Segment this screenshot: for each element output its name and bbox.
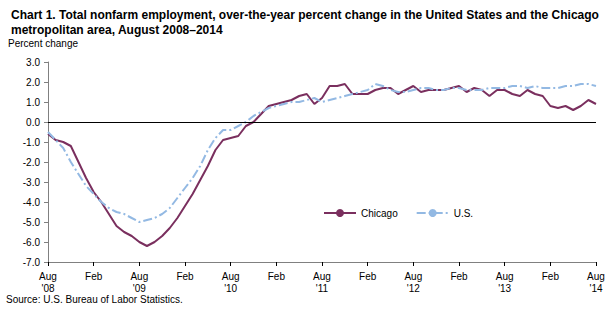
- svg-text:-4.0: -4.0: [23, 197, 41, 208]
- svg-text:Feb: Feb: [450, 271, 468, 282]
- svg-text:Feb: Feb: [176, 271, 194, 282]
- svg-text:-2.0: -2.0: [23, 157, 41, 168]
- svg-text:-6.0: -6.0: [23, 237, 41, 248]
- svg-text:-5.0: -5.0: [23, 217, 41, 228]
- svg-text:Aug: Aug: [496, 271, 514, 282]
- svg-text:'11: '11: [316, 283, 329, 294]
- svg-text:'14: '14: [589, 283, 602, 294]
- svg-text:-1.0: -1.0: [23, 137, 41, 148]
- svg-text:'08: '08: [41, 283, 54, 294]
- svg-text:Source: U.S. Bureau of Labor S: Source: U.S. Bureau of Labor Statistics.: [6, 294, 183, 305]
- svg-text:-3.0: -3.0: [23, 177, 41, 188]
- svg-text:Feb: Feb: [359, 271, 377, 282]
- svg-text:metropolitan area, August 2008: metropolitan area, August 2008–2014: [11, 23, 223, 37]
- svg-text:Aug: Aug: [222, 271, 240, 282]
- svg-text:'12: '12: [407, 283, 420, 294]
- svg-text:Aug: Aug: [587, 271, 605, 282]
- svg-text:Aug: Aug: [39, 271, 57, 282]
- svg-text:Aug: Aug: [313, 271, 331, 282]
- svg-text:Feb: Feb: [85, 271, 103, 282]
- svg-text:1.0: 1.0: [26, 97, 40, 108]
- svg-text:'09: '09: [133, 283, 146, 294]
- svg-text:-7.0: -7.0: [23, 257, 41, 268]
- svg-text:3.0: 3.0: [26, 57, 40, 68]
- svg-text:Feb: Feb: [542, 271, 560, 282]
- svg-text:2.0: 2.0: [26, 77, 40, 88]
- svg-text:Chart 1. Total nonfarm employm: Chart 1. Total nonfarm employment, over-…: [11, 8, 602, 22]
- svg-text:Chicago: Chicago: [361, 208, 398, 219]
- svg-text:'10: '10: [224, 283, 237, 294]
- svg-text:U.S.: U.S.: [454, 208, 473, 219]
- svg-text:0.0: 0.0: [26, 117, 40, 128]
- svg-text:Feb: Feb: [268, 271, 286, 282]
- svg-text:Aug: Aug: [130, 271, 148, 282]
- svg-text:Percent change: Percent change: [8, 38, 78, 49]
- svg-text:'13: '13: [498, 283, 511, 294]
- svg-text:Aug: Aug: [404, 271, 422, 282]
